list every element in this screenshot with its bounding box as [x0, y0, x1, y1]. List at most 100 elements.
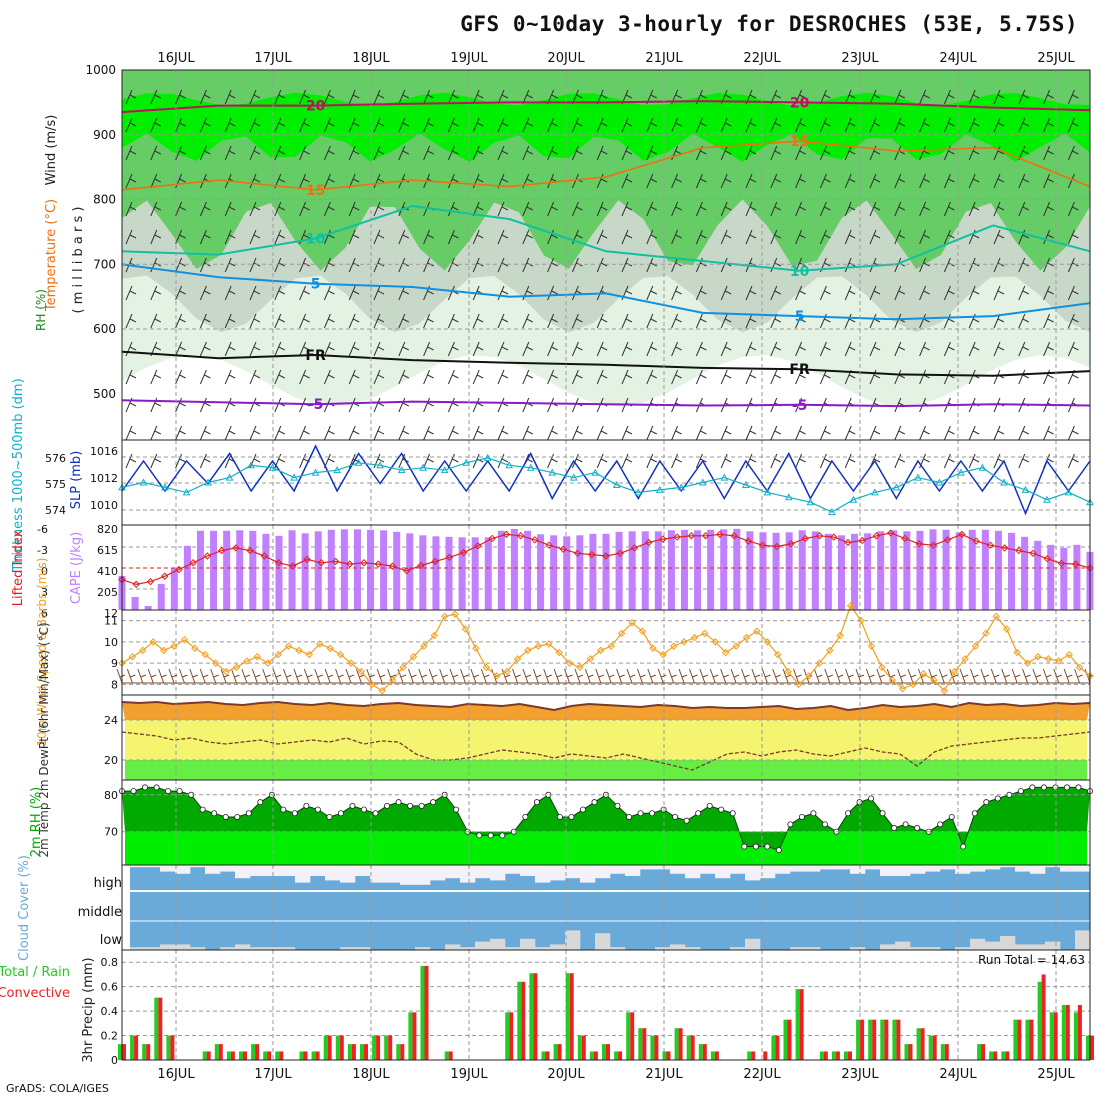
ylabel-millibars: ( m i l l i b a r s )	[71, 207, 86, 314]
wind-barb	[993, 229, 1005, 245]
wind-barb	[621, 341, 633, 357]
rh-point	[1052, 784, 1059, 791]
rh-point	[741, 843, 748, 850]
lifted-index-point	[1072, 560, 1080, 568]
day-label-bottom: 24JUL	[939, 1067, 977, 1082]
thickness-point	[935, 478, 944, 486]
wind-barb	[1043, 173, 1054, 189]
wind-barb	[1018, 285, 1030, 301]
wind-barb	[224, 285, 236, 301]
wind-barb	[199, 285, 211, 301]
wind-barb	[894, 229, 906, 245]
upper-air-ytick: 500	[93, 387, 116, 401]
precip-conv-bar	[134, 1035, 139, 1060]
precip-conv-bar	[339, 1035, 344, 1060]
wind-barb	[621, 145, 633, 161]
wind-barb	[150, 313, 162, 329]
thickness-tick: 576	[45, 452, 66, 465]
rh-shade-bright	[122, 92, 1090, 162]
wind-speed-point	[784, 667, 792, 676]
wind-barb	[695, 229, 707, 245]
lifted-index-point	[388, 562, 397, 570]
ylabel-temperature: Temperature (°C)	[44, 199, 59, 312]
wind-barb	[695, 201, 707, 217]
day-label-top: 24JUL	[939, 51, 977, 66]
lifted-index-point	[958, 530, 966, 539]
wind-barb	[348, 117, 360, 133]
wind-barb	[447, 145, 459, 161]
wind-speed-point	[316, 640, 324, 648]
cape-bar	[550, 535, 558, 610]
wind-barb	[720, 369, 732, 385]
cape-bar	[955, 532, 963, 610]
rh-point	[337, 810, 344, 817]
wind-barb	[373, 201, 385, 217]
cape-bar	[144, 605, 152, 610]
wind-barb	[199, 145, 211, 161]
wind-barb	[547, 117, 558, 133]
ylabel-rh2m: 2m RH (%)	[29, 787, 44, 858]
wind-barb-10m	[210, 668, 219, 684]
lifted-index-point	[132, 580, 140, 589]
precip-total-bar	[275, 1051, 280, 1060]
precip-conv-bar	[581, 1035, 586, 1060]
cloud-high-gap	[160, 865, 176, 872]
precip-tick: 0.6	[101, 981, 119, 994]
cloud-low-bar	[535, 947, 551, 950]
cape-bar	[1008, 532, 1016, 610]
wind-barb	[299, 89, 310, 105]
wind-barb	[125, 341, 137, 357]
wind-barb	[943, 173, 955, 189]
wind-barb-10m	[657, 668, 667, 684]
cloud-low-bar	[235, 944, 251, 950]
wind-barb	[819, 341, 831, 357]
wind-barb	[447, 397, 459, 413]
lifted-index-point	[502, 530, 511, 539]
wind-speed-point	[930, 676, 938, 684]
wind-barb	[1018, 117, 1030, 133]
wind-barb	[695, 341, 707, 357]
wind-speed-point	[493, 672, 501, 680]
wind-speed-line	[121, 604, 1091, 692]
precip-total-bar	[311, 1051, 316, 1060]
cape-bar	[615, 531, 623, 610]
wind-barb	[745, 425, 757, 441]
cape-bar	[798, 530, 806, 610]
wind-barb	[968, 285, 980, 301]
wind-speed-point	[326, 644, 334, 652]
cape-bar	[340, 529, 348, 610]
cloud-high-gap	[655, 865, 671, 870]
cloud-high-gap	[550, 865, 566, 881]
cloud-high-gap	[985, 865, 1001, 870]
cloud-high-gap	[400, 865, 416, 885]
rh-point	[165, 788, 172, 795]
wind-speed-point	[420, 642, 428, 650]
wind-barb	[993, 341, 1005, 357]
wind-barb	[819, 369, 831, 385]
wind-barb	[571, 453, 583, 469]
cape-bar	[288, 530, 296, 610]
wind-barb	[844, 285, 856, 301]
wind-barb	[125, 369, 137, 385]
wind-barb-10m	[168, 668, 178, 684]
wind-speed-point	[170, 642, 178, 650]
wind-barb	[720, 453, 732, 469]
cape-tick: 12	[104, 607, 118, 620]
wind-barb	[348, 425, 360, 441]
wind-barb-10m	[407, 668, 417, 684]
wind-barb	[571, 229, 583, 245]
wind-barb	[249, 117, 261, 133]
wind-speed-point	[565, 659, 574, 667]
cape-tick: 820	[97, 523, 118, 536]
cloud-high-gap	[490, 865, 506, 881]
precip-conv-bar	[533, 973, 538, 1060]
cape-bar	[157, 583, 165, 610]
wind-barb	[472, 369, 484, 385]
cape-bar	[903, 531, 911, 610]
rh-point	[764, 843, 771, 850]
wind-barb	[993, 285, 1005, 301]
wind-barb-10m	[1053, 668, 1062, 684]
wind-speed-point	[701, 629, 709, 638]
wind-barb	[373, 341, 385, 357]
